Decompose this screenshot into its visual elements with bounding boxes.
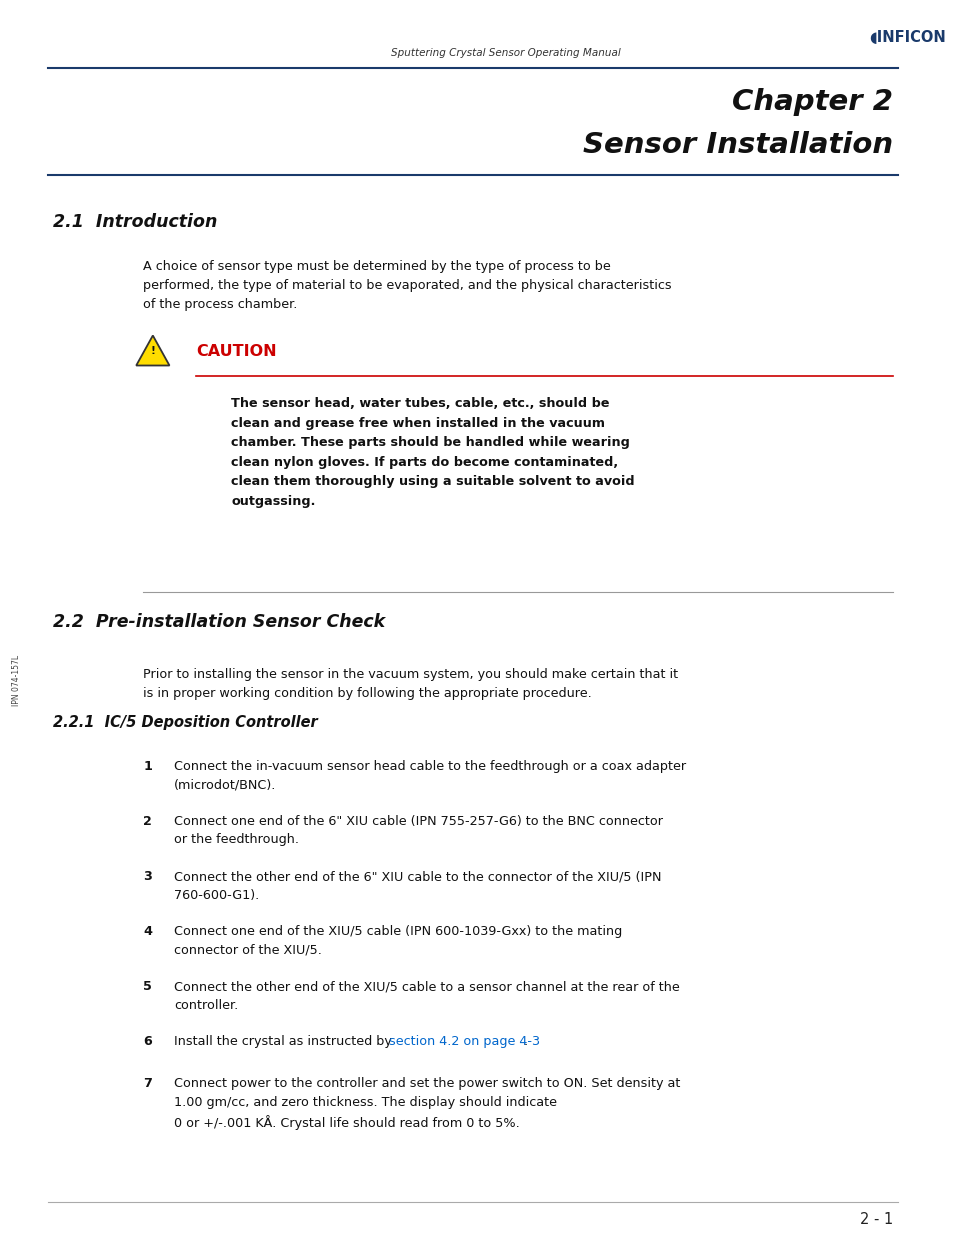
Text: The sensor head, water tubes, cable, etc., should be
clean and grease free when : The sensor head, water tubes, cable, etc… <box>231 396 634 508</box>
Text: Install the crystal as instructed by: Install the crystal as instructed by <box>173 1035 395 1049</box>
Text: 4: 4 <box>143 925 152 939</box>
Text: Chapter 2: Chapter 2 <box>732 88 892 116</box>
Text: Sensor Installation: Sensor Installation <box>582 131 892 159</box>
Text: 3: 3 <box>143 869 152 883</box>
Text: Connect power to the controller and set the power switch to ON. Set density at
1: Connect power to the controller and set … <box>173 1077 679 1130</box>
Text: section 4.2 on page 4-3: section 4.2 on page 4-3 <box>389 1035 540 1049</box>
Text: CAUTION: CAUTION <box>195 345 276 359</box>
Text: Connect the other end of the XIU/5 cable to a sensor channel at the rear of the
: Connect the other end of the XIU/5 cable… <box>173 981 679 1011</box>
Text: 2: 2 <box>143 815 152 827</box>
Text: Connect one end of the 6" XIU cable (IPN 755-257-G6) to the BNC connector
or the: Connect one end of the 6" XIU cable (IPN… <box>173 815 662 846</box>
Text: 2 - 1: 2 - 1 <box>859 1213 892 1228</box>
Polygon shape <box>136 336 170 366</box>
Text: 2.2.1  IC/5 Deposition Controller: 2.2.1 IC/5 Deposition Controller <box>52 715 317 730</box>
Text: !: ! <box>151 346 155 356</box>
Text: Prior to installing the sensor in the vacuum system, you should make certain tha: Prior to installing the sensor in the va… <box>143 668 678 700</box>
Text: A choice of sensor type must be determined by the type of process to be
performe: A choice of sensor type must be determin… <box>143 261 671 311</box>
Text: 2.2  Pre-installation Sensor Check: 2.2 Pre-installation Sensor Check <box>52 613 384 631</box>
Text: .: . <box>523 1035 527 1049</box>
Text: 1: 1 <box>143 760 152 773</box>
Text: 6: 6 <box>143 1035 152 1049</box>
Text: 2.1  Introduction: 2.1 Introduction <box>52 212 216 231</box>
Text: 5: 5 <box>143 981 152 993</box>
Text: Connect one end of the XIU/5 cable (IPN 600-1039-Gxx) to the mating
connector of: Connect one end of the XIU/5 cable (IPN … <box>173 925 621 956</box>
Text: IPN 074-157L: IPN 074-157L <box>11 655 21 705</box>
Text: Connect the other end of the 6" XIU cable to the connector of the XIU/5 (IPN
760: Connect the other end of the 6" XIU cabl… <box>173 869 660 902</box>
Text: 7: 7 <box>143 1077 152 1091</box>
Text: ◖INFICON: ◖INFICON <box>868 31 945 46</box>
Text: Sputtering Crystal Sensor Operating Manual: Sputtering Crystal Sensor Operating Manu… <box>391 48 620 58</box>
Text: Connect the in-vacuum sensor head cable to the feedthrough or a coax adapter
(mi: Connect the in-vacuum sensor head cable … <box>173 760 685 792</box>
